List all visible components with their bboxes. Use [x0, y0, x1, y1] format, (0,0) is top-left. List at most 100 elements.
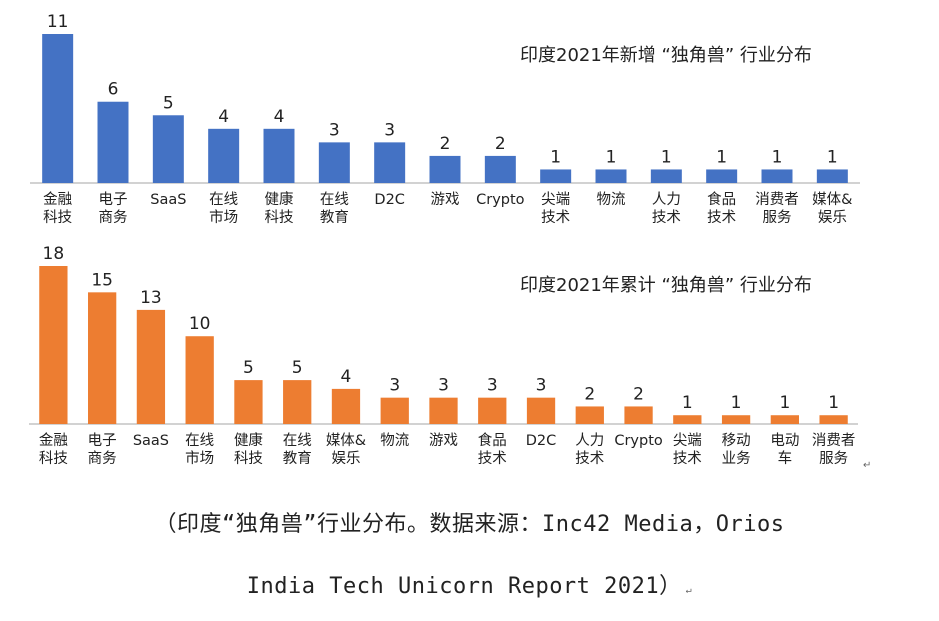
- data-label-2-13: 1: [682, 393, 693, 413]
- data-label-1-13: 1: [772, 147, 783, 167]
- bar-1-0: [42, 34, 74, 183]
- category-line-1-2-0: SaaS: [150, 192, 186, 208]
- data-label-1-0: 11: [47, 12, 69, 32]
- category-label-1-7: 游戏: [431, 191, 460, 208]
- bar-1-4: [263, 128, 295, 183]
- data-label-2-8: 3: [438, 376, 449, 396]
- category-label-2-1: 电子商务: [88, 432, 117, 467]
- category-line-2-6-0: 媒体&: [326, 432, 366, 449]
- category-line-2-10-0: D2C: [526, 433, 557, 449]
- caption-line-2: India Tech Unicorn Report 2021） ↵: [0, 568, 939, 600]
- category-line-2-4-1: 科技: [234, 450, 263, 467]
- bar-1-5: [318, 142, 350, 183]
- data-label-1-12: 1: [716, 147, 727, 167]
- bar-2-9: [478, 397, 507, 424]
- category-line-2-11-0: 人力: [575, 432, 604, 449]
- category-line-2-5-1: 教育: [283, 450, 312, 467]
- category-line-2-0-0: 金融: [39, 432, 68, 449]
- paragraph-mark: ↵: [685, 585, 693, 596]
- category-label-1-1: 电子商务: [99, 191, 128, 226]
- category-line-2-11-1: 技术: [575, 450, 604, 467]
- category-line-1-14-1: 娱乐: [818, 209, 847, 226]
- bar-2-16: [819, 415, 848, 424]
- category-line-1-5-1: 教育: [320, 209, 349, 226]
- category-label-1-6: D2C: [374, 192, 405, 208]
- bar-2-4: [234, 380, 263, 424]
- bar-1-13: [761, 169, 793, 183]
- category-line-2-13-0: 尖端: [673, 432, 702, 449]
- data-label-1-6: 3: [384, 120, 395, 140]
- category-label-1-3: 在线市场: [209, 191, 238, 226]
- data-label-2-16: 1: [828, 393, 839, 413]
- category-label-1-12: 食品技术: [707, 191, 736, 226]
- category-line-1-4-1: 科技: [265, 209, 294, 226]
- data-label-1-1: 6: [108, 80, 119, 100]
- bar-1-12: [706, 169, 738, 183]
- bar-2-10: [526, 397, 556, 424]
- bar-1-1: [97, 101, 129, 183]
- category-label-2-4: 健康科技: [234, 432, 263, 467]
- category-line-2-12-0: Crypto: [614, 433, 663, 449]
- category-line-1-9-1: 技术: [541, 209, 570, 226]
- category-line-1-0-1: 科技: [43, 209, 72, 226]
- data-label-1-7: 2: [440, 134, 451, 154]
- data-label-1-4: 4: [274, 107, 285, 127]
- category-label-2-13: 尖端技术: [673, 432, 702, 467]
- category-line-1-11-1: 技术: [652, 209, 681, 226]
- caption-text-1: （印度“独角兽”行业分布。数据来源：Inc42 Media，Orios: [154, 512, 785, 537]
- paragraph-mark-chart: ↵: [863, 460, 872, 471]
- category-line-2-1-1: 商务: [88, 450, 117, 467]
- chart-title-1: 印度2021年新增 “独角兽” 行业分布: [520, 45, 812, 66]
- data-label-2-14: 1: [731, 393, 742, 413]
- bar-2-3: [185, 336, 214, 424]
- bar-2-15: [770, 415, 799, 424]
- data-label-2-4: 5: [243, 358, 254, 378]
- category-label-1-0: 金融科技: [43, 191, 72, 226]
- category-line-2-15-1: 车: [778, 450, 793, 467]
- category-label-2-6: 媒体&娱乐: [326, 432, 366, 467]
- category-line-1-14-0: 媒体&: [812, 191, 852, 208]
- data-label-1-5: 3: [329, 120, 340, 140]
- category-line-1-13-0: 消费者: [755, 191, 799, 208]
- category-label-2-5: 在线教育: [283, 432, 312, 467]
- data-label-2-12: 2: [633, 384, 644, 404]
- bar-1-8: [484, 155, 516, 183]
- category-label-1-10: 物流: [597, 191, 626, 208]
- category-label-2-3: 在线市场: [185, 432, 214, 467]
- bar-2-14: [721, 415, 751, 424]
- category-line-1-12-0: 食品: [707, 191, 736, 208]
- category-line-2-2-0: SaaS: [133, 433, 169, 449]
- category-line-1-5-0: 在线: [320, 191, 349, 208]
- data-label-2-0: 18: [43, 244, 65, 264]
- category-label-1-9: 尖端技术: [541, 191, 570, 226]
- category-line-2-16-0: 消费者: [812, 432, 856, 449]
- category-line-2-6-1: 娱乐: [331, 450, 360, 467]
- bar-1-2: [152, 115, 184, 183]
- category-line-2-7-0: 物流: [380, 432, 409, 449]
- category-label-1-4: 健康科技: [265, 191, 294, 226]
- data-label-2-9: 3: [487, 376, 498, 396]
- bar-2-13: [673, 415, 702, 424]
- data-label-2-15: 1: [779, 393, 790, 413]
- data-label-1-14: 1: [827, 147, 838, 167]
- bar-2-5: [283, 380, 312, 424]
- category-line-1-1-1: 商务: [99, 209, 128, 226]
- category-line-1-10-0: 物流: [597, 191, 626, 208]
- category-line-2-14-1: 业务: [722, 450, 751, 467]
- category-label-1-2: SaaS: [150, 192, 186, 208]
- category-label-2-12: Crypto: [614, 433, 663, 449]
- bar-1-6: [374, 142, 406, 183]
- data-label-1-11: 1: [661, 147, 672, 167]
- category-line-2-9-0: 食品: [478, 432, 507, 449]
- category-label-2-11: 人力技术: [575, 432, 604, 467]
- data-label-1-3: 4: [218, 107, 229, 127]
- category-line-2-4-0: 健康: [234, 432, 263, 449]
- category-line-1-8-0: Crypto: [476, 192, 525, 208]
- category-line-2-15-0: 电动: [770, 432, 799, 449]
- category-label-2-14: 移动业务: [722, 432, 751, 467]
- data-label-1-10: 1: [606, 147, 617, 167]
- caption-text-2: India Tech Unicorn Report 2021）: [246, 574, 682, 599]
- category-line-2-3-0: 在线: [185, 432, 214, 449]
- data-label-2-2: 13: [140, 288, 162, 308]
